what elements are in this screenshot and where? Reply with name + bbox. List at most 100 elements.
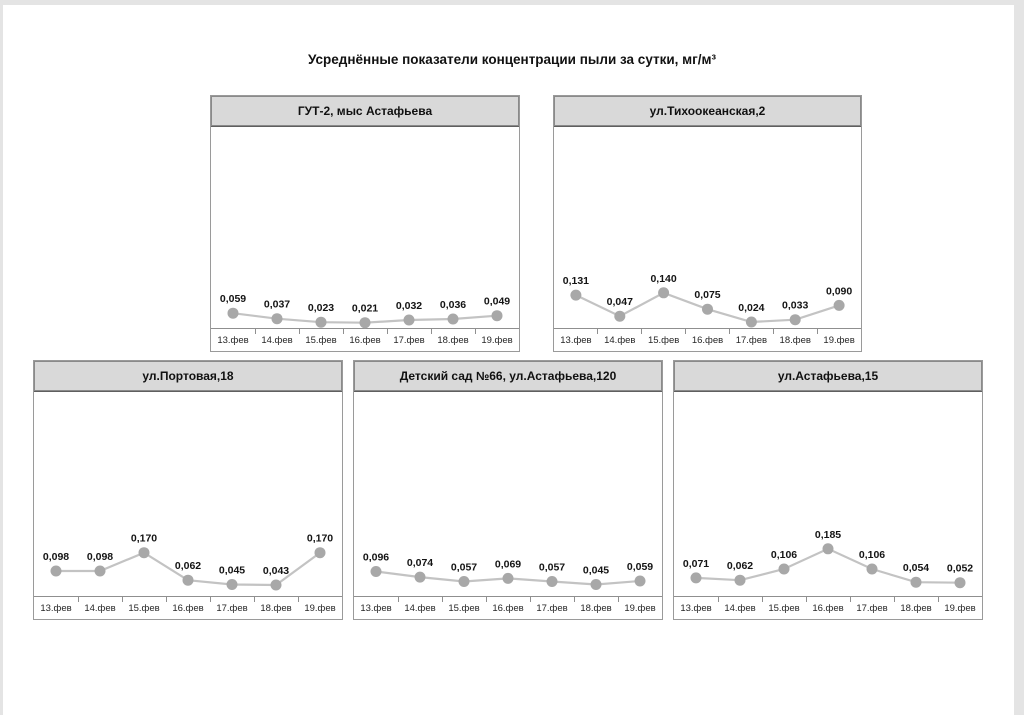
line-chart: 0,131 0,047 0,140 0,075 0,024 0,033 0,090 [563,273,852,328]
data-point [690,572,702,584]
chart-title: ГУТ-2, мыс Астафьева [211,96,519,127]
x-axis-label: 16.фев [342,329,387,351]
x-axis-label: 19.фев [297,597,342,619]
data-point [734,574,746,586]
x-axis-label: 17.фев [386,329,431,351]
data-point [94,565,106,577]
x-axis-label: 15.фев [641,329,686,351]
x-axis-label: 18.фев [893,597,938,619]
x-axis-label: 18.фев [253,597,298,619]
data-point [414,571,426,583]
chart-title: ул.Тихоокеанская,2 [554,96,861,127]
value-label: 0,074 [407,557,433,569]
value-label: 0,059 [220,293,246,305]
data-point [866,563,878,575]
x-axis-label: 13.фев [360,603,392,614]
data-point [458,576,470,587]
x-axis-label: 18.фев [430,329,475,351]
data-point [954,577,966,589]
value-label: 0,185 [815,529,841,541]
data-point [833,299,845,311]
x-axis-label: 19.фев [937,597,982,619]
line-chart: 0,096 0,074 0,057 0,069 0,057 0,045 0,059 [363,552,653,590]
value-label: 0,021 [352,303,378,315]
x-axis-label: 15.фев [298,329,343,351]
data-point [614,310,626,322]
data-point [182,574,194,586]
chart-detskiy-sad-66: Детский сад №66, ул.Астафьева,120 0,096 0… [353,360,663,620]
data-point [314,547,326,559]
value-label: 0,045 [583,565,609,577]
x-axis-label: 19.фев [617,597,662,619]
value-label: 0,024 [738,302,764,314]
value-label: 0,032 [396,300,422,312]
value-label: 0,052 [947,563,973,575]
line-chart: 0,059 0,037 0,023 0,021 0,032 0,036 0,049 [220,293,510,329]
x-axis: 13.фев 14.фев 15.фев 16.фев 17.фев 18.фев 19.ф… [34,596,342,619]
chart-title-text: ул.Астафьева,15 [777,369,879,383]
x-axis-label: 16.фев [685,329,730,351]
x-axis-label: 17.фев [529,597,574,619]
x-axis-label: 18.фев [573,597,618,619]
x-axis-label: 17.фев [728,329,773,351]
value-label: 0,036 [440,299,466,311]
x-axis-label: 13.фев [560,335,592,346]
plot-area: 0,098 0,098 0,170 0,062 0,045 0,043 0,170 [34,392,342,596]
x-axis-label: 14.фев [717,597,762,619]
value-label: 0,096 [363,552,389,564]
plot-area: 0,131 0,047 0,140 0,075 0,024 0,033 0,090 [554,127,861,328]
value-label: 0,140 [650,273,676,285]
value-label: 0,043 [263,565,289,577]
data-point [359,317,371,329]
data-point [570,289,582,301]
data-point [546,576,558,587]
x-axis: 13.фев 14.фев 15.фев 16.фев 17.фев 18.фев 19.ф… [211,328,519,351]
data-point [227,307,239,319]
x-axis: 13.фев 14.фев 15.фев 16.фев 17.фев 18.фев 19.ф… [674,596,982,619]
value-label: 0,071 [683,558,709,570]
x-axis-label: 19.фев [816,329,861,351]
value-label: 0,106 [771,549,797,561]
x-axis-label: 14.фев [77,597,122,619]
data-point [822,543,834,555]
x-axis-label: 14.фев [597,329,642,351]
value-label: 0,049 [484,296,510,308]
data-point [590,579,602,590]
value-label: 0,023 [308,302,334,314]
value-label: 0,098 [43,551,69,563]
value-label: 0,170 [307,533,333,545]
x-axis-label: 16.фев [805,597,850,619]
data-point [447,313,459,325]
x-axis: 13.фев 14.фев 15.фев 16.фев 17.фев 18.фев 19.ф… [354,596,662,619]
x-axis-label: 19.фев [474,329,519,351]
x-axis: 13.фев 14.фев 15.фев 16.фев 17.фев 18.фев 19.ф… [554,328,861,351]
value-label: 0,047 [607,296,633,308]
data-point [403,314,415,326]
chart-title-text: ГУТ-2, мыс Астафьева [297,104,433,118]
data-point [778,563,790,575]
value-label: 0,033 [782,300,808,312]
value-label: 0,106 [859,549,885,561]
value-label: 0,131 [563,275,589,287]
data-point [658,287,670,299]
chart-title-text: ул.Тихоокеанская,2 [649,104,766,118]
data-point [634,575,646,587]
value-label: 0,057 [451,562,477,574]
value-label: 0,037 [264,299,290,311]
data-point [270,579,282,591]
value-label: 0,069 [495,558,521,570]
chart-tihookeanskaya-2: ул.Тихоокеанская,2 0,131 0,047 0,140 0,075 0… [553,95,862,352]
x-axis-label: 13.фев [217,335,249,346]
value-label: 0,090 [826,285,852,297]
data-point [491,310,503,322]
x-axis-label: 17.фев [209,597,254,619]
data-point [789,314,801,326]
value-label: 0,098 [87,551,113,563]
plot-area: 0,059 0,037 0,023 0,021 0,032 0,036 0,049 [211,127,519,329]
data-point [745,316,757,328]
data-point [315,316,327,328]
x-axis-label: 15.фев [121,597,166,619]
x-axis-label: 14.фев [254,329,299,351]
chart-title-text: Детский сад №66, ул.Астафьева,120 [399,369,617,383]
value-label: 0,045 [219,565,245,577]
